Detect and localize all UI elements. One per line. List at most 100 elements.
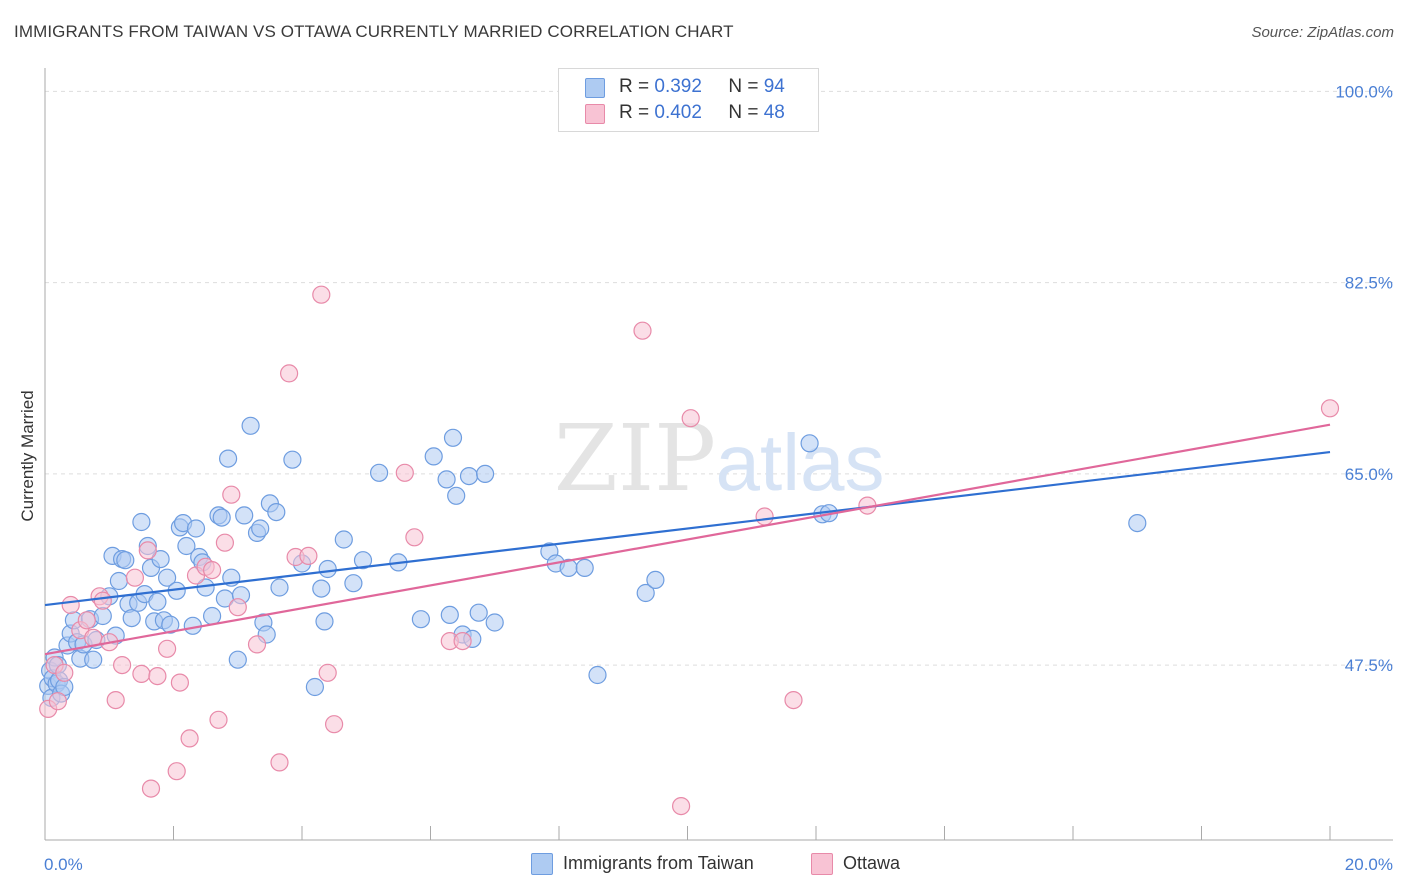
point-ottawa bbox=[270, 753, 289, 772]
legend-n-value: 94 bbox=[763, 76, 785, 97]
point-taiwan bbox=[203, 606, 222, 626]
watermark: ZIP atlas bbox=[554, 405, 885, 512]
point-ottawa bbox=[755, 507, 774, 526]
point-ottawa bbox=[170, 673, 189, 692]
point-taiwan bbox=[1128, 513, 1147, 533]
trend-line-ottawa bbox=[44, 423, 1331, 656]
point-ottawa bbox=[228, 598, 247, 617]
legend-r-value: 0.392 bbox=[654, 76, 702, 97]
point-ottawa bbox=[633, 321, 652, 340]
point-taiwan bbox=[318, 559, 337, 579]
y-tick-label: 65.0% bbox=[1345, 465, 1393, 484]
point-taiwan bbox=[447, 486, 466, 505]
point-taiwan bbox=[411, 610, 430, 629]
y-tick-label: 100.0% bbox=[1335, 82, 1393, 101]
point-ottawa bbox=[222, 485, 241, 504]
bottom-legend-label-ottawa: Ottawa bbox=[843, 853, 901, 873]
point-ottawa bbox=[215, 533, 234, 552]
point-ottawa bbox=[405, 528, 424, 547]
trend-lines bbox=[44, 423, 1331, 656]
point-ottawa bbox=[148, 666, 167, 686]
source-credit: Source: ZipAtlas.com bbox=[1251, 24, 1394, 41]
x-tick-label: 20.0% bbox=[1345, 855, 1393, 874]
point-taiwan bbox=[241, 416, 260, 435]
point-taiwan bbox=[344, 574, 363, 593]
x-tick-label: 0.0% bbox=[44, 855, 83, 874]
legend-r-value: 0.402 bbox=[654, 102, 702, 123]
chart-title: IMMIGRANTS FROM TAIWAN VS OTTAWA CURRENT… bbox=[14, 22, 734, 41]
point-ottawa bbox=[681, 409, 700, 428]
legend-r-label: R = bbox=[619, 102, 650, 123]
legend-r-label: R = bbox=[619, 76, 650, 97]
point-taiwan bbox=[459, 467, 479, 486]
point-taiwan bbox=[116, 551, 135, 570]
point-ottawa bbox=[138, 541, 157, 560]
series-ottawa-points bbox=[39, 285, 1340, 816]
point-taiwan bbox=[109, 571, 129, 591]
point-ottawa bbox=[141, 779, 161, 798]
point-taiwan bbox=[440, 605, 459, 625]
point-taiwan bbox=[151, 549, 170, 569]
point-ottawa bbox=[61, 595, 80, 615]
point-taiwan bbox=[186, 519, 206, 538]
point-taiwan bbox=[476, 464, 495, 483]
point-ottawa bbox=[93, 591, 112, 610]
point-ottawa bbox=[453, 631, 472, 651]
legend-n-label: N = bbox=[728, 76, 759, 97]
point-ottawa bbox=[671, 796, 691, 816]
correlation-legend: R = 0.392 N = 94 R = 0.402 N = 48 bbox=[558, 68, 819, 132]
point-taiwan bbox=[158, 568, 177, 587]
point-ottawa bbox=[112, 655, 132, 675]
point-taiwan bbox=[132, 512, 151, 532]
point-ottawa bbox=[125, 568, 144, 587]
bottom-legend-swatch-ottawa bbox=[811, 853, 833, 875]
point-ottawa bbox=[55, 663, 74, 682]
gridlines bbox=[45, 90, 1393, 666]
point-ottawa bbox=[167, 762, 186, 781]
point-taiwan bbox=[646, 570, 665, 590]
point-taiwan bbox=[270, 578, 289, 597]
point-taiwan bbox=[800, 434, 819, 453]
point-taiwan bbox=[93, 606, 112, 626]
point-taiwan bbox=[312, 579, 331, 598]
watermark-atlas: atlas bbox=[716, 418, 885, 507]
point-taiwan bbox=[177, 536, 196, 556]
bottom-legend-swatch-taiwan bbox=[531, 853, 553, 875]
point-taiwan bbox=[437, 470, 456, 489]
point-ottawa bbox=[158, 639, 177, 658]
point-ottawa bbox=[1320, 399, 1340, 418]
trend-line-taiwan bbox=[44, 450, 1331, 607]
point-ottawa bbox=[77, 611, 96, 630]
point-ottawa bbox=[299, 546, 318, 566]
series-taiwan-points bbox=[39, 416, 1147, 708]
point-ottawa bbox=[48, 692, 68, 711]
point-taiwan bbox=[424, 447, 443, 466]
point-taiwan bbox=[148, 592, 167, 611]
point-taiwan bbox=[251, 519, 270, 538]
point-taiwan bbox=[443, 428, 463, 447]
point-taiwan bbox=[219, 449, 238, 468]
point-taiwan bbox=[353, 551, 373, 570]
point-ottawa bbox=[325, 715, 344, 734]
point-ottawa bbox=[180, 729, 199, 748]
point-ottawa bbox=[106, 690, 125, 710]
point-taiwan bbox=[588, 665, 607, 685]
point-taiwan bbox=[267, 502, 286, 522]
point-taiwan bbox=[636, 583, 655, 603]
point-taiwan bbox=[334, 530, 353, 549]
point-ottawa bbox=[395, 463, 414, 482]
point-ottawa bbox=[247, 635, 267, 654]
tick-labels: 47.5% 65.0% 82.5% 100.0% 0.0% 20.0% bbox=[44, 82, 1393, 874]
point-taiwan bbox=[84, 650, 103, 669]
point-ottawa bbox=[132, 664, 151, 684]
point-ottawa bbox=[784, 690, 803, 710]
point-taiwan bbox=[370, 463, 389, 482]
point-ottawa bbox=[312, 285, 331, 304]
point-taiwan bbox=[161, 615, 180, 634]
point-ottawa bbox=[203, 560, 222, 580]
bottom-legend-label-taiwan: Immigrants from Taiwan bbox=[563, 853, 754, 873]
point-taiwan bbox=[228, 650, 247, 669]
point-taiwan bbox=[315, 612, 334, 631]
point-ottawa bbox=[280, 364, 299, 383]
point-taiwan bbox=[212, 508, 231, 527]
